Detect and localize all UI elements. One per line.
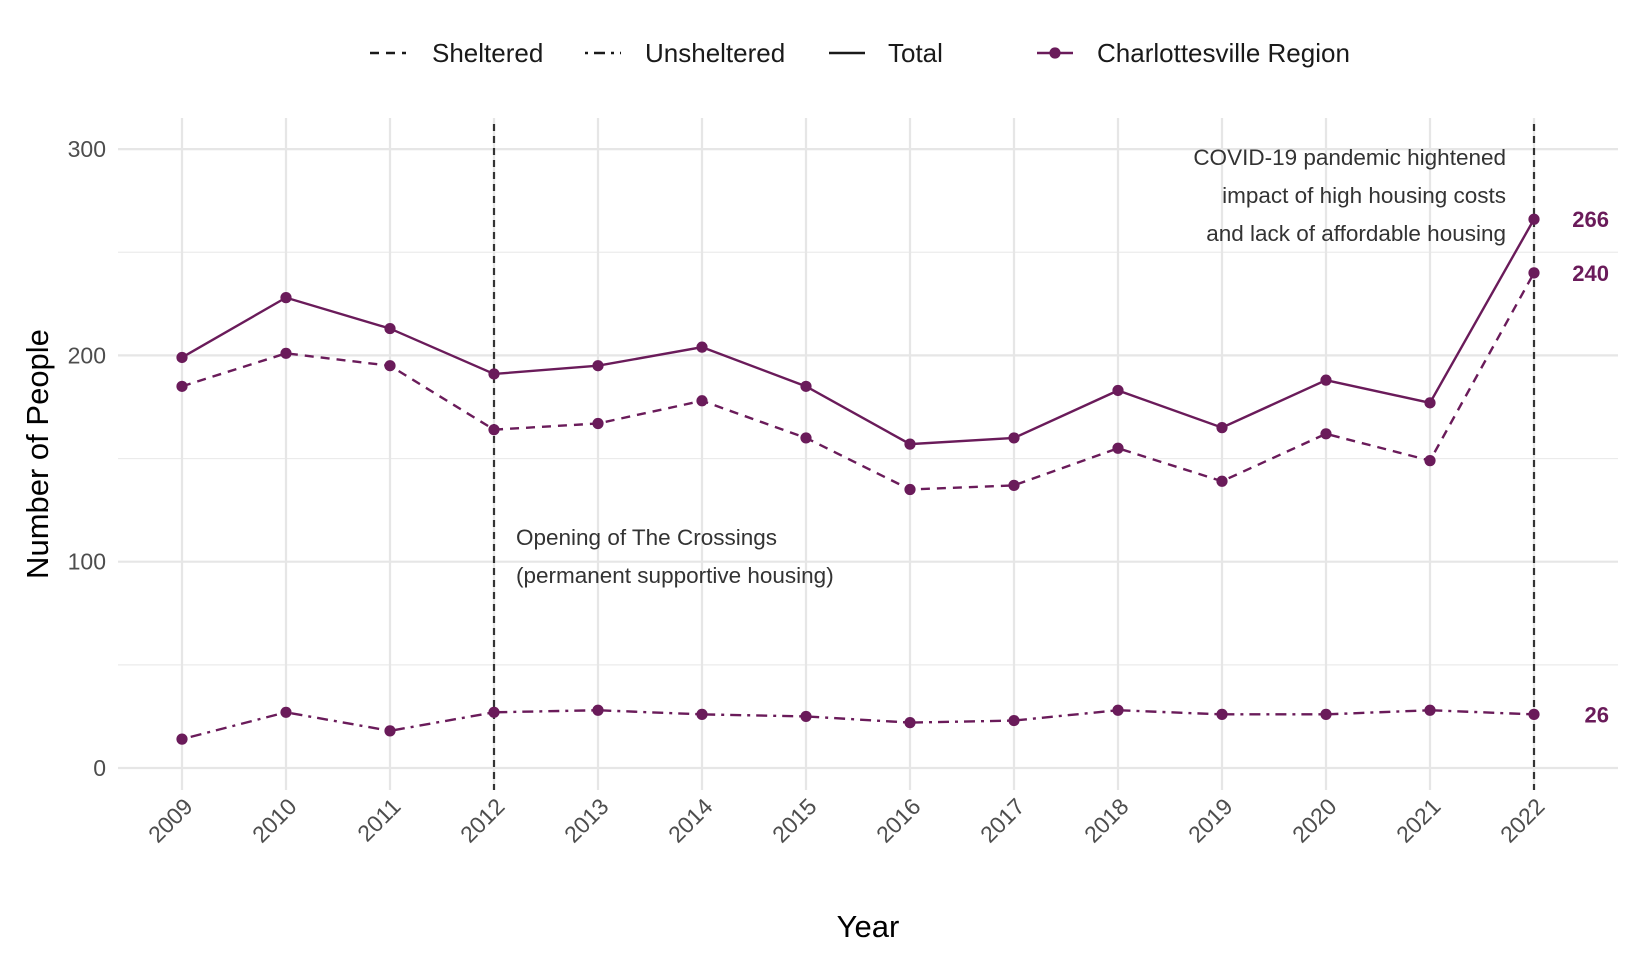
point-total-2021	[1424, 397, 1436, 409]
annotations: Opening of The Crossings (permanent suppo…	[516, 145, 1506, 588]
point-unsheltered-2010	[280, 706, 292, 718]
point-sheltered-2016	[904, 483, 916, 496]
point-total-2017	[1008, 432, 1020, 444]
point-sheltered-2018	[1112, 442, 1124, 454]
minor-gridlines	[118, 251, 1618, 666]
point-unsheltered-2017	[1008, 714, 1020, 727]
x-tick-2015: 2015	[767, 793, 822, 848]
x-tick-2010: 2010	[247, 793, 302, 848]
x-tick-2011: 2011	[352, 793, 405, 846]
annotation-2012: Opening of The Crossings (permanent suppo…	[516, 525, 834, 588]
major-gridlines	[118, 118, 1618, 790]
annotation-2022: COVID-19 pandemic hightened impact of hig…	[1193, 145, 1506, 246]
series-line-total	[181, 218, 1536, 446]
legend: Sheltered Unsheltered Total Charlottesville…	[370, 38, 1350, 68]
point-sheltered-2014	[696, 395, 708, 407]
point-total-2020	[1320, 374, 1332, 386]
point-unsheltered-2011	[384, 725, 396, 737]
point-total-2019	[1216, 422, 1228, 434]
point-sheltered-2010	[280, 347, 292, 359]
point-total-2014	[696, 341, 708, 353]
x-axis-title: Year	[837, 909, 900, 944]
point-total-2018	[1112, 384, 1124, 397]
point-unsheltered-2019	[1216, 708, 1228, 720]
x-tick-2016: 2016	[871, 793, 926, 848]
point-total-2022	[1528, 213, 1540, 225]
legend-label-region: Charlottesville Region	[1097, 38, 1350, 68]
series-lines	[181, 218, 1536, 741]
end-label-sheltered: 240	[1572, 261, 1609, 286]
point-total-2015	[800, 380, 812, 392]
point-total-2013	[592, 360, 604, 372]
point-sheltered-2011	[384, 360, 396, 372]
point-total-2010	[280, 292, 292, 304]
legend-label-sheltered: Sheltered	[432, 38, 543, 68]
point-unsheltered-2009	[176, 733, 188, 745]
x-tick-2014: 2014	[663, 793, 718, 848]
point-unsheltered-2016	[904, 717, 916, 729]
x-tick-2018: 2018	[1079, 793, 1134, 848]
point-sheltered-2009	[176, 380, 188, 392]
annotation-line: impact of high housing costs	[1222, 183, 1506, 208]
point-unsheltered-2015	[800, 710, 812, 723]
point-sheltered-2019	[1216, 475, 1228, 487]
x-tick-2012: 2012	[455, 793, 510, 848]
point-unsheltered-2012	[488, 706, 500, 718]
point-sheltered-2020	[1320, 428, 1332, 440]
x-tick-2021: 2021	[1391, 793, 1446, 848]
legend-label-unsheltered: Unsheltered	[645, 38, 785, 68]
x-tick-2020: 2020	[1287, 793, 1342, 848]
x-tick-2009: 2009	[143, 793, 198, 848]
annotation-line: and lack of affordable housing	[1206, 221, 1506, 246]
annotation-line: Opening of The Crossings	[516, 525, 777, 550]
annotation-line: COVID-19 pandemic hightened	[1193, 145, 1506, 170]
y-tick-300: 300	[68, 136, 106, 162]
point-total-2012	[488, 368, 500, 380]
end-label-total: 266	[1572, 207, 1609, 232]
end-label-unsheltered: 26	[1585, 702, 1609, 727]
series-line-sheltered	[181, 272, 1536, 491]
x-tick-2013: 2013	[559, 793, 614, 848]
point-total-2011	[384, 322, 396, 335]
point-sheltered-2012	[488, 424, 500, 436]
point-total-2009	[176, 351, 188, 364]
reference-vertical-lines	[492, 124, 1536, 790]
point-unsheltered-2018	[1112, 704, 1124, 716]
x-tick-2019: 2019	[1183, 793, 1238, 848]
point-unsheltered-2014	[696, 708, 708, 720]
point-unsheltered-2020	[1320, 708, 1332, 720]
annotation-line: (permanent supportive housing)	[516, 563, 834, 588]
point-sheltered-2021	[1424, 455, 1436, 467]
y-tick-0: 0	[93, 755, 106, 781]
point-sheltered-2022	[1528, 267, 1540, 279]
point-sheltered-2017	[1008, 479, 1020, 491]
y-axis-title: Number of People	[20, 329, 55, 579]
x-tick-2022: 2022	[1495, 793, 1550, 848]
legend-label-total: Total	[888, 38, 943, 68]
point-sheltered-2013	[592, 417, 604, 430]
point-unsheltered-2022	[1528, 708, 1540, 720]
legend-key-region-point	[1049, 47, 1061, 59]
x-axis-tick-labels: 2009 2010 2011 2012 2013 2014 2015 2016 2017 2018…	[143, 793, 1550, 848]
point-total-2016	[904, 438, 916, 450]
point-unsheltered-2021	[1424, 704, 1436, 716]
y-tick-100: 100	[68, 549, 106, 575]
end-value-labels: 266 240 26	[1572, 207, 1609, 727]
point-sheltered-2015	[800, 432, 812, 444]
point-unsheltered-2013	[592, 704, 604, 716]
series-line-unsheltered	[181, 709, 1535, 741]
y-axis-tick-labels: 0 100 200 300	[68, 136, 106, 781]
series-points	[176, 213, 1540, 745]
y-tick-200: 200	[68, 342, 106, 368]
x-tick-2017: 2017	[975, 793, 1030, 848]
